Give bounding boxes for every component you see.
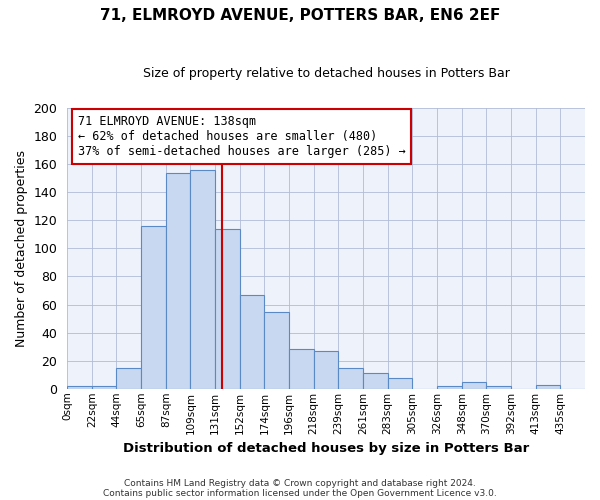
Bar — [363, 374, 388, 389]
Text: Contains HM Land Registry data © Crown copyright and database right 2024.: Contains HM Land Registry data © Crown c… — [124, 478, 476, 488]
Bar — [289, 350, 314, 389]
Bar — [388, 378, 412, 389]
Text: 71 ELMROYD AVENUE: 138sqm
← 62% of detached houses are smaller (480)
37% of semi: 71 ELMROYD AVENUE: 138sqm ← 62% of detac… — [77, 115, 405, 158]
Y-axis label: Number of detached properties: Number of detached properties — [15, 150, 28, 347]
Bar — [116, 368, 141, 389]
Bar — [536, 384, 560, 389]
Bar — [141, 226, 166, 389]
Bar — [437, 386, 462, 389]
Text: Contains public sector information licensed under the Open Government Licence v3: Contains public sector information licen… — [103, 488, 497, 498]
Bar — [67, 386, 92, 389]
Bar — [487, 386, 511, 389]
Title: Size of property relative to detached houses in Potters Bar: Size of property relative to detached ho… — [143, 68, 509, 80]
Bar — [190, 170, 215, 389]
Bar — [462, 382, 487, 389]
Bar — [92, 386, 116, 389]
Bar — [240, 294, 265, 389]
Bar — [265, 312, 289, 389]
Bar — [314, 351, 338, 389]
Bar — [166, 172, 190, 389]
Bar — [338, 368, 363, 389]
Bar — [215, 229, 240, 389]
X-axis label: Distribution of detached houses by size in Potters Bar: Distribution of detached houses by size … — [123, 442, 529, 455]
Text: 71, ELMROYD AVENUE, POTTERS BAR, EN6 2EF: 71, ELMROYD AVENUE, POTTERS BAR, EN6 2EF — [100, 8, 500, 22]
